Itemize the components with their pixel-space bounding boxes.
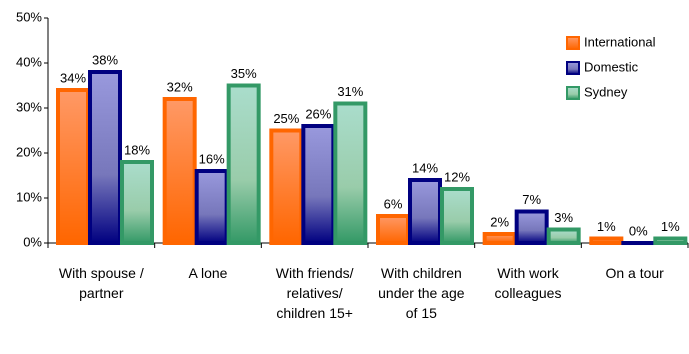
data-label: 18%	[124, 142, 150, 157]
y-tick-label: 50%	[16, 9, 42, 24]
legend-swatch	[566, 36, 580, 50]
data-label: 31%	[337, 84, 363, 99]
x-tick-label: With friends/ relatives/ children 15+	[275, 265, 354, 321]
bar	[653, 236, 688, 245]
legend-swatch	[566, 86, 580, 100]
bar	[162, 97, 197, 245]
y-tick-label: 0%	[23, 234, 42, 249]
legend-swatch	[566, 61, 580, 75]
data-label: 34%	[60, 70, 86, 85]
bar	[440, 187, 474, 245]
bar	[546, 227, 581, 245]
data-label: 32%	[167, 79, 193, 94]
x-tick-label: On a tour	[605, 265, 664, 281]
bar	[194, 169, 229, 245]
data-label: 26%	[305, 106, 331, 121]
bar	[120, 160, 154, 245]
bar	[482, 232, 517, 245]
bar	[88, 70, 122, 245]
data-label: 3%	[554, 210, 573, 225]
data-label: 35%	[231, 66, 257, 81]
data-label: 7%	[522, 192, 541, 207]
bar	[514, 209, 549, 245]
legend-label: Sydney	[584, 84, 628, 99]
bar	[589, 236, 624, 245]
x-tick-label: A lone	[188, 265, 228, 281]
bar	[333, 101, 368, 245]
data-label: 12%	[444, 169, 470, 184]
data-label: 25%	[273, 111, 299, 126]
bar	[301, 124, 336, 245]
legend-label: International	[584, 34, 656, 49]
x-tick-label: With spouse / partner	[58, 265, 144, 301]
data-label: 14%	[412, 160, 438, 175]
y-tick-label: 20%	[16, 144, 42, 159]
x-tick-label: With work colleagues	[494, 265, 562, 301]
bar	[56, 88, 90, 245]
y-tick-label: 30%	[16, 99, 42, 114]
bar	[376, 214, 410, 245]
bar	[269, 128, 304, 245]
y-tick-label: 40%	[16, 54, 42, 69]
y-tick-label: 10%	[16, 189, 42, 204]
x-tick-label: With children under the age of 15	[378, 265, 465, 321]
data-label: 2%	[490, 214, 509, 229]
bar	[226, 83, 261, 245]
data-label: 38%	[92, 52, 118, 67]
data-label: 6%	[384, 196, 403, 211]
data-label: 1%	[661, 219, 680, 234]
legend-label: Domestic	[584, 59, 639, 74]
bar	[408, 178, 442, 245]
data-label: 16%	[199, 151, 225, 166]
data-label: 0%	[629, 223, 648, 238]
data-label: 1%	[597, 219, 616, 234]
